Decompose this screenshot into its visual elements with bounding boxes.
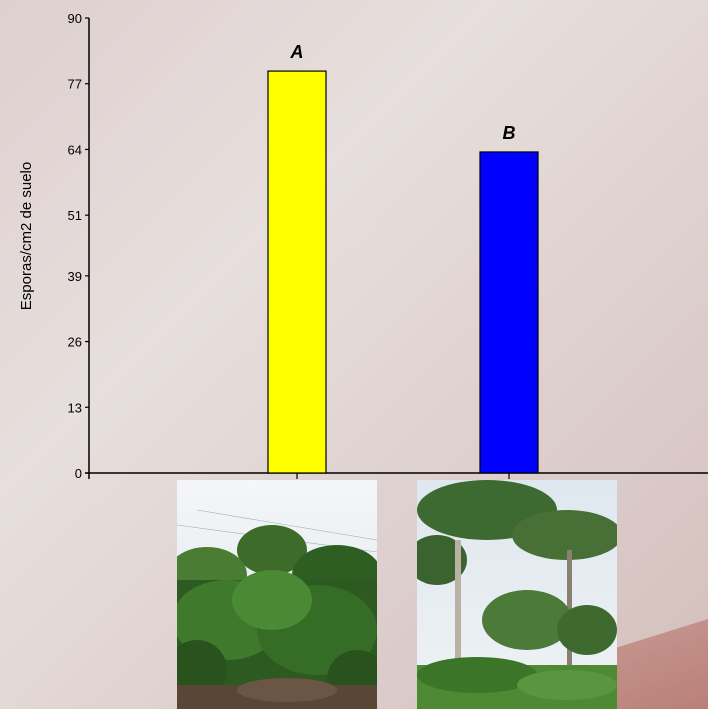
y-tick-label: 39 [68, 269, 82, 284]
y-tick-label: 51 [68, 208, 82, 223]
bar-label-B: B [503, 123, 516, 143]
y-tick-label: 64 [68, 142, 82, 157]
bar-A [267, 70, 327, 474]
coffee-plantation-photo [177, 480, 377, 709]
y-tick-label: 90 [68, 11, 82, 26]
y-tick-label: 26 [68, 335, 82, 350]
y-axis-label: Esporas/cm2 de suelo [18, 162, 35, 310]
bar-label-A: A [290, 42, 304, 62]
y-tick-label: 0 [75, 466, 82, 481]
y-tick-label: 13 [68, 400, 82, 415]
bar-B [479, 151, 539, 474]
forest-trees-photo [417, 480, 617, 709]
y-tick-label: 77 [68, 77, 82, 92]
